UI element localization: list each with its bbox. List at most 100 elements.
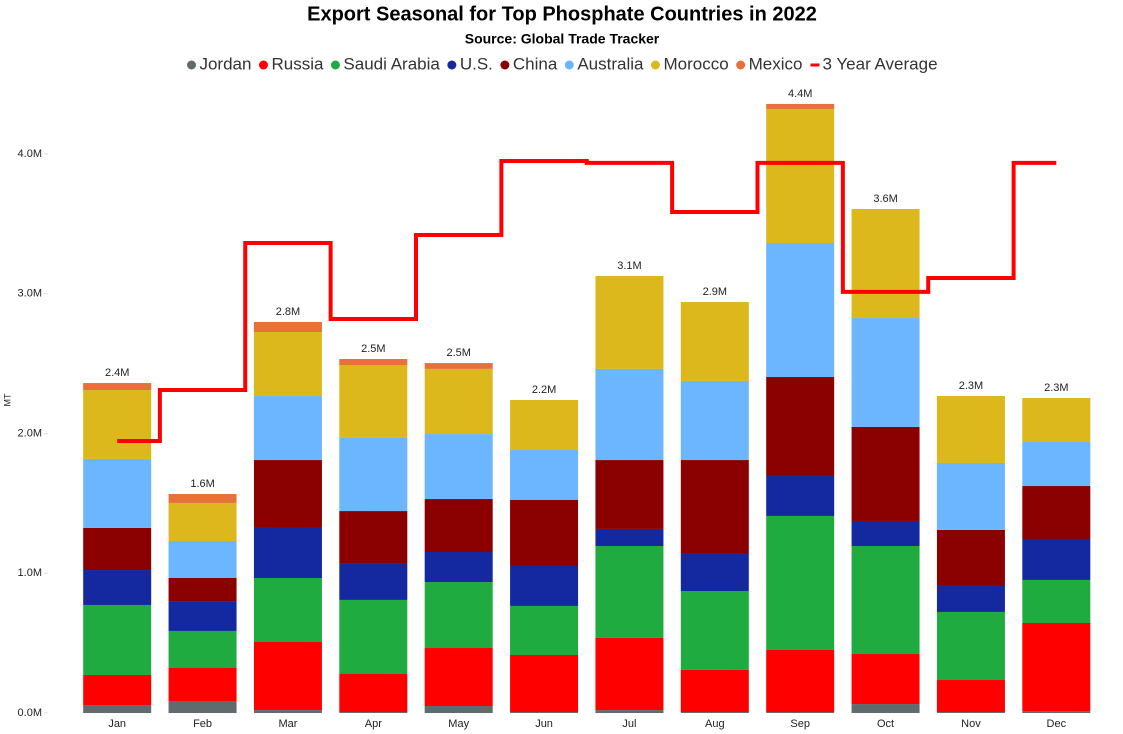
bar-segment: [168, 630, 237, 668]
legend-label: Saudi Arabia: [343, 54, 440, 73]
y-tick-label: 3.0M: [18, 288, 42, 300]
legend-label: China: [513, 54, 558, 73]
bar-segment: [253, 396, 322, 461]
bar-segment: [168, 577, 237, 602]
bar-segment: [83, 527, 152, 571]
bar-segment: [339, 674, 408, 713]
total-label: 2.3M: [1044, 382, 1068, 394]
bar-segment: [766, 515, 835, 650]
total-label: 4.4M: [788, 88, 812, 100]
bar-segment: [83, 390, 152, 459]
bar-segment: [510, 712, 579, 713]
x-tick-label: Feb: [193, 718, 212, 730]
bar-segment: [1022, 711, 1091, 713]
x-tick-label: Jan: [108, 718, 126, 730]
x-tick-label: Oct: [877, 718, 894, 730]
x-tick-label: Mar: [278, 718, 297, 730]
bar-segment: [510, 565, 579, 606]
bar-segment: [595, 368, 664, 461]
bar-segment: [424, 706, 493, 713]
bar-segment: [253, 460, 322, 527]
total-label: 2.3M: [959, 380, 983, 392]
bar-segment: [424, 434, 493, 500]
legend-marker: [564, 60, 574, 70]
bar-segment: [424, 368, 493, 435]
bar-segment: [595, 545, 664, 638]
bar-segment: [851, 209, 920, 319]
bar-segment: [168, 700, 237, 713]
bar-segment: [680, 301, 749, 381]
bar-segment: [510, 399, 579, 450]
bar-segment: [83, 705, 152, 713]
bar-segment: [680, 590, 749, 670]
bar-segment: [253, 332, 322, 397]
bar-segment: [83, 570, 152, 605]
y-axis-label: MT: [2, 393, 12, 406]
bar-segment: [168, 502, 237, 541]
bar-segment: [339, 358, 408, 366]
bar-segment: [253, 526, 322, 578]
x-tick-label: Dec: [1047, 718, 1067, 730]
bar-segment: [510, 605, 579, 656]
bar-segment: [766, 712, 835, 713]
chart-title: Export Seasonal for Top Phosphate Countr…: [307, 3, 817, 25]
bar-segment: [766, 475, 835, 516]
bar-segment: [936, 529, 1005, 586]
x-tick-label: Nov: [961, 718, 981, 730]
bar-segment: [595, 710, 664, 713]
bar-segment: [424, 499, 493, 553]
bar-segment: [851, 426, 920, 521]
total-label: 2.4M: [105, 367, 129, 379]
bar-segment: [936, 585, 1005, 612]
legend-marker: [650, 60, 660, 70]
bar-segment: [168, 494, 237, 503]
legend-label: Australia: [577, 54, 644, 73]
bar-segment: [339, 511, 408, 564]
bar-segment: [766, 243, 835, 378]
bar-segment: [1022, 397, 1091, 443]
legend-label: U.S.: [460, 54, 493, 73]
bar-segment: [680, 669, 749, 713]
bar-segment: [1022, 486, 1091, 540]
bar-segment: [510, 500, 579, 566]
bar-segment: [936, 611, 1005, 681]
bar-segment: [595, 637, 664, 711]
bar-segment: [1022, 539, 1091, 580]
x-tick-label: Apr: [365, 718, 382, 730]
bar-segment: [766, 377, 835, 476]
bar-segment: [595, 528, 664, 546]
bar-segment: [1022, 622, 1091, 712]
bar-segment: [83, 674, 152, 706]
bar-segment: [83, 383, 152, 391]
y-tick-label: 4.0M: [18, 148, 42, 160]
x-tick-label: Sep: [790, 718, 810, 730]
total-label: 2.5M: [361, 343, 385, 355]
legend-marker: [500, 60, 510, 70]
step-line: [117, 158, 1057, 444]
bar-segment: [339, 437, 408, 512]
bar-segment: [253, 577, 322, 643]
bar-segment: [168, 540, 237, 578]
total-label: 2.2M: [532, 384, 556, 396]
bar-segment: [851, 520, 920, 546]
legend-label: Mexico: [749, 54, 803, 73]
legend-marker: [736, 60, 746, 70]
bar-segment: [680, 460, 749, 554]
bar-segment: [936, 462, 1005, 530]
chart-subtitle: Source: Global Trade Tracker: [465, 31, 660, 47]
legend-marker: [330, 60, 340, 70]
bar-segment: [680, 553, 749, 591]
bar-segment: [424, 648, 493, 707]
legend: Jordan Russia Saudi Arabia U.S. China Austral…: [186, 54, 938, 73]
bar-segment: [168, 601, 237, 631]
total-label: 3.6M: [873, 193, 897, 205]
bar-segment: [936, 396, 1005, 463]
total-label: 3.1M: [617, 260, 641, 272]
legend-label: Jordan: [199, 54, 251, 73]
bar-segment: [510, 655, 579, 713]
bar-segment: [339, 712, 408, 713]
bar-segment: [424, 363, 493, 369]
bar-segment: [168, 667, 237, 701]
bar-segment: [851, 545, 920, 655]
y-tick-label: 0.0M: [18, 707, 42, 719]
